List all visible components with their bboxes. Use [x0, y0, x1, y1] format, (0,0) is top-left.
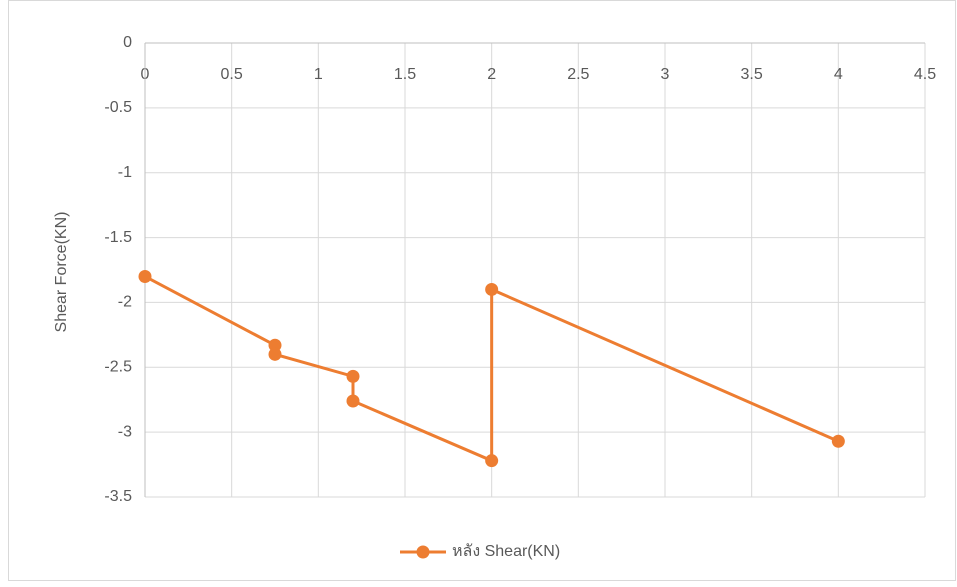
y-tick-label: -1.5	[104, 229, 132, 246]
data-point	[138, 269, 152, 283]
x-tick-label: 2.5	[567, 66, 589, 83]
data-point	[346, 394, 360, 408]
data-point	[831, 434, 845, 448]
y-tick-label: -2.5	[104, 359, 132, 376]
x-tick-label: 4	[834, 66, 843, 83]
y-tick-label: -0.5	[104, 99, 132, 116]
x-tick-label: 1.5	[394, 66, 416, 83]
x-tick-label: 2	[487, 66, 496, 83]
y-tick-label: -2	[118, 294, 132, 311]
x-tick-label: 0.5	[221, 66, 243, 83]
x-tick-label: 1	[314, 66, 323, 83]
chart-frame	[8, 0, 956, 581]
y-tick-label: 0	[123, 34, 132, 51]
y-tick-label: -1	[118, 164, 132, 181]
x-tick-label: 4.5	[914, 66, 936, 83]
data-point	[485, 282, 499, 296]
data-point	[346, 369, 360, 383]
data-point	[268, 347, 282, 361]
legend-marker	[416, 545, 430, 559]
x-tick-label: 3.5	[741, 66, 763, 83]
data-point	[485, 454, 499, 468]
data-point	[268, 338, 282, 352]
y-axis-label: Shear Force(KN)	[53, 212, 70, 333]
x-tick-label: 3	[661, 66, 670, 83]
y-tick-label: -3	[118, 423, 132, 440]
legend-label: หลัง Shear(KN)	[452, 543, 560, 560]
y-tick-label: -3.5	[104, 488, 132, 505]
